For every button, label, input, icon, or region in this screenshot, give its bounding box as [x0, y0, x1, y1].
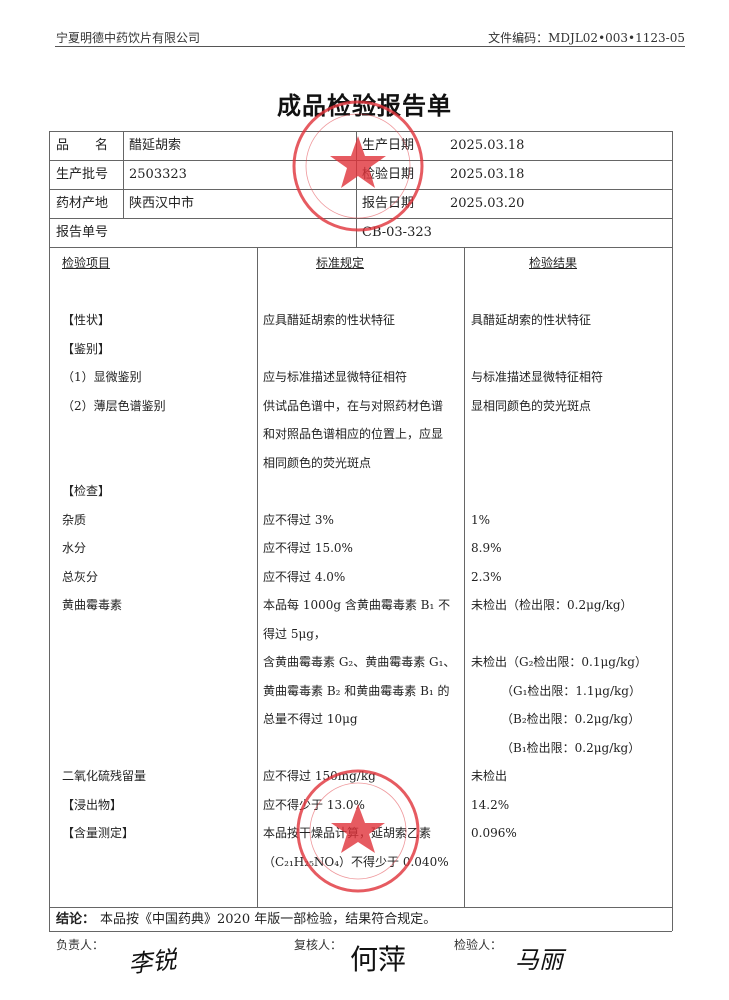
inspector-signature: 马丽 [515, 946, 563, 974]
test-result: 未检出（检出限：0.2μg/kg） [471, 598, 633, 612]
row-divider [49, 160, 672, 161]
test-item: 二氧化硫残留量 [62, 769, 147, 783]
test-standard: （C₂₁H₂₅NO₄）不得少于 0.040% [263, 854, 449, 869]
test-result: 显相同颜色的荧光斑点 [471, 398, 592, 413]
product-name-value: 醋延胡索 [129, 138, 182, 153]
test-standard: 黄曲霉毒素 B₂ 和黄曲霉毒素 B₁ 的 [263, 683, 450, 698]
test-item: 水分 [62, 541, 87, 555]
origin-label: 药材产地 [56, 196, 109, 211]
test-result: （B₂检出限：0.2μg/kg） [471, 712, 641, 726]
col-divider [257, 247, 258, 907]
test-standard: 相同颜色的荧光斑点 [263, 455, 372, 470]
test-result: 具醋延胡索的性状特征 [471, 313, 592, 327]
column-header-item: 检验项目 [62, 256, 111, 270]
test-result: （B₁检出限：0.2μg/kg） [471, 740, 641, 755]
test-standard: 本品按干燥品计算，延胡索乙素 [263, 826, 432, 840]
origin-value: 陕西汉中市 [129, 196, 195, 211]
page-title: 成品检验报告单 [277, 91, 452, 120]
table-border [49, 131, 672, 132]
table-border [49, 931, 672, 932]
test-standard: 本品每 1000g 含黄曲霉毒素 B₁ 不 [263, 598, 451, 612]
test-item: 【性状】 [62, 313, 111, 327]
test-item: （1）显微鉴别 [62, 370, 142, 384]
document-code: 文件编码：MDJL02•003•1123-05 [488, 31, 685, 45]
test-item: （2）薄层色谱鉴别 [62, 398, 166, 413]
report-date-label: 报告日期 [362, 196, 415, 211]
test-standard: 应具醋延胡索的性状特征 [263, 313, 396, 327]
column-header-result: 检验结果 [529, 256, 578, 270]
reviewer-label: 复核人： [294, 938, 343, 952]
inspector-label: 检验人： [454, 938, 503, 952]
test-result: 0.096% [471, 826, 517, 840]
batch-value: 2503323 [129, 167, 187, 182]
test-standard: 应不得少于 13.0% [263, 797, 365, 812]
col-divider [464, 247, 465, 907]
test-item: 【含量测定】 [62, 826, 135, 840]
column-header-standard: 标准规定 [316, 256, 365, 270]
test-item: 杂质 [62, 512, 87, 527]
test-standard: 含黄曲霉毒素 G₂、黄曲霉毒素 G₁、 [263, 655, 456, 669]
test-item: 【浸出物】 [62, 797, 123, 812]
responsible-label: 负责人： [56, 938, 105, 952]
reviewer-signature: 何萍 [350, 943, 407, 976]
test-result: 未检出（G₂检出限：0.1μg/kg） [471, 655, 647, 669]
test-item: 黄曲霉毒素 [62, 598, 123, 612]
test-result: 2.3% [471, 569, 502, 584]
row-divider [49, 218, 672, 219]
batch-label: 生产批号 [56, 167, 109, 182]
test-standard: 和对照品色谱相应的位置上，应显 [263, 427, 444, 441]
test-standard: 应不得过 150mg/kg [263, 769, 376, 783]
test-item: 【检查】 [62, 484, 111, 498]
test-standard: 总量不得过 10μg [263, 712, 358, 726]
col-divider [356, 131, 357, 247]
row-divider [49, 189, 672, 190]
col-divider [123, 131, 124, 218]
test-item: 总灰分 [62, 569, 99, 584]
report-number-label: 报告单号 [56, 225, 109, 240]
conclusion-label: 结论： [56, 912, 96, 927]
header-divider [55, 46, 685, 47]
test-item: 【鉴别】 [62, 341, 111, 356]
test-result: 8.9% [471, 541, 502, 555]
table-border [49, 131, 50, 931]
production-date-value: 2025.03.18 [450, 138, 525, 153]
table-border [672, 131, 673, 931]
test-standard: 供试品色谱中，在与对照药材色谱 [263, 398, 444, 413]
test-standard: 应不得过 4.0% [263, 569, 346, 584]
test-result: 未检出 [471, 769, 508, 783]
row-divider [49, 907, 672, 908]
report-date-value: 2025.03.20 [450, 196, 525, 211]
report-number-value: CB-03-323 [362, 225, 432, 240]
test-result: （G₁检出限：1.1μg/kg） [471, 683, 641, 698]
test-standard: 应与标准描述显微特征相符 [263, 370, 408, 384]
responsible-signature: 李锐 [126, 945, 178, 979]
test-standard: 得过 5μg， [263, 626, 326, 641]
test-result: 14.2% [471, 797, 510, 812]
inspection-date-value: 2025.03.18 [450, 167, 525, 182]
product-name-label: 品 名 [56, 138, 109, 153]
production-date-label: 生产日期 [362, 138, 415, 153]
test-standard: 应不得过 3% [263, 512, 334, 527]
conclusion-text: 本品按《中国药典》2020 年版一部检验，结果符合规定。 [100, 912, 437, 927]
row-divider [49, 247, 672, 248]
test-standard: 应不得过 15.0% [263, 541, 353, 555]
test-result: 与标准描述显微特征相符 [471, 370, 604, 384]
inspection-date-label: 检验日期 [362, 167, 415, 182]
test-result: 1% [471, 512, 491, 527]
company-name: 宁夏明德中药饮片有限公司 [56, 31, 201, 45]
